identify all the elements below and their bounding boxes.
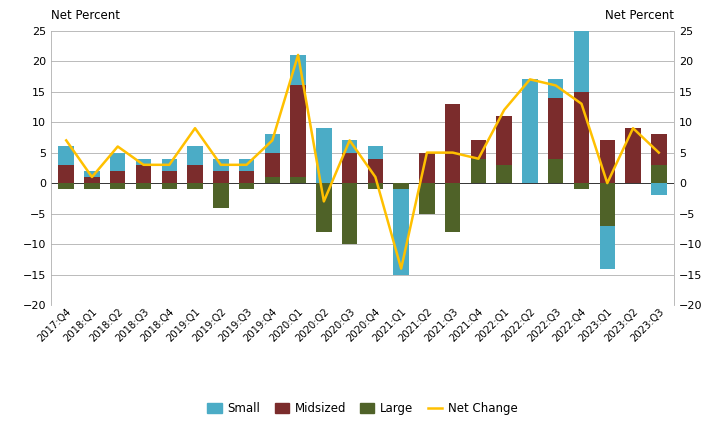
Bar bbox=[600, 183, 615, 226]
Bar bbox=[110, 183, 125, 189]
Bar bbox=[84, 177, 100, 183]
Bar bbox=[213, 171, 228, 183]
Bar bbox=[110, 171, 125, 183]
Bar bbox=[239, 171, 254, 183]
Bar bbox=[368, 159, 383, 183]
Bar bbox=[497, 116, 512, 165]
Bar bbox=[651, 165, 666, 183]
Bar bbox=[239, 183, 254, 189]
Bar bbox=[522, 79, 538, 183]
Bar bbox=[368, 146, 383, 159]
Bar bbox=[59, 183, 74, 189]
Bar bbox=[419, 183, 435, 214]
Bar bbox=[573, 92, 589, 183]
Bar bbox=[162, 183, 177, 189]
Bar bbox=[419, 153, 435, 183]
Bar bbox=[290, 85, 306, 177]
Bar bbox=[136, 183, 152, 189]
Bar bbox=[394, 183, 409, 189]
Bar bbox=[290, 55, 306, 85]
Bar bbox=[548, 79, 563, 98]
Bar bbox=[316, 128, 331, 183]
Bar bbox=[162, 171, 177, 183]
Bar bbox=[316, 183, 331, 232]
Bar bbox=[651, 183, 666, 195]
Bar bbox=[265, 134, 280, 153]
Bar bbox=[187, 146, 203, 165]
Bar bbox=[136, 165, 152, 183]
Bar bbox=[187, 183, 203, 189]
Bar bbox=[59, 146, 74, 165]
Bar bbox=[573, 12, 589, 92]
Bar bbox=[290, 177, 306, 183]
Bar bbox=[110, 153, 125, 171]
Bar bbox=[548, 98, 563, 159]
Bar bbox=[445, 183, 460, 232]
Bar bbox=[651, 134, 666, 165]
Text: Net Percent: Net Percent bbox=[605, 9, 674, 22]
Bar bbox=[394, 189, 409, 275]
Bar bbox=[136, 159, 152, 165]
Bar bbox=[162, 159, 177, 171]
Bar bbox=[213, 159, 228, 171]
Bar bbox=[497, 165, 512, 183]
Bar bbox=[213, 183, 228, 208]
Bar bbox=[342, 153, 357, 183]
Bar bbox=[600, 226, 615, 269]
Bar bbox=[84, 183, 100, 189]
Bar bbox=[368, 183, 383, 189]
Bar bbox=[239, 159, 254, 171]
Legend: Small, Midsized, Large, Net Change: Small, Midsized, Large, Net Change bbox=[203, 398, 522, 420]
Text: Net Percent: Net Percent bbox=[51, 9, 120, 22]
Bar bbox=[265, 177, 280, 183]
Bar bbox=[600, 140, 615, 183]
Bar bbox=[573, 183, 589, 189]
Bar bbox=[187, 165, 203, 183]
Bar bbox=[445, 104, 460, 183]
Bar bbox=[342, 183, 357, 244]
Bar bbox=[471, 159, 486, 183]
Bar bbox=[265, 153, 280, 177]
Bar bbox=[59, 165, 74, 183]
Bar bbox=[471, 140, 486, 159]
Bar bbox=[342, 140, 357, 153]
Bar bbox=[548, 159, 563, 183]
Bar bbox=[625, 128, 641, 183]
Bar bbox=[84, 171, 100, 177]
